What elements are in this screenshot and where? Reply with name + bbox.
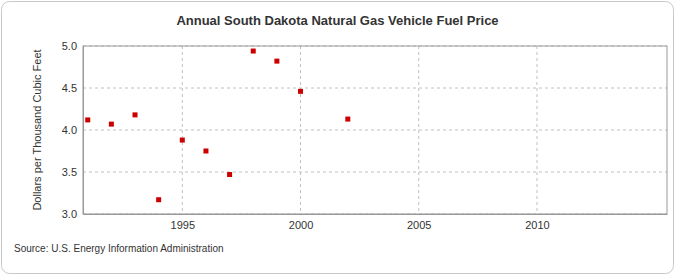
x-tick: 2010 <box>525 214 549 231</box>
point <box>274 59 279 64</box>
grid-line-x <box>300 46 301 214</box>
y-axis: 3.0 3.5 4.0 4.5 5.0 <box>62 40 84 220</box>
point <box>227 172 232 177</box>
source: Source: U.S. Energy Information Administ… <box>14 243 224 254</box>
y-tick: 4.0 <box>62 124 83 136</box>
y-tick: 4.5 <box>62 82 83 94</box>
y-tick-label: 4.5 <box>62 82 77 94</box>
x-tick-label: 2005 <box>407 219 431 231</box>
point <box>298 89 303 94</box>
point <box>156 197 161 202</box>
y-axis-title: Dollars per Thousand Cubic Feet <box>31 49 43 210</box>
y-tick: 3.5 <box>62 166 83 178</box>
x-axis: 1995 2000 2005 2010 <box>84 214 668 231</box>
point <box>251 49 256 54</box>
y-tick-label: 4.0 <box>62 124 77 136</box>
grid-line-x <box>536 46 537 214</box>
plot-area <box>83 46 667 214</box>
point <box>203 149 208 154</box>
x-tick-label: 1995 <box>171 219 195 231</box>
plot: 3.0 3.5 4.0 4.5 5.0 1995 2000 2005 2010 <box>62 40 668 231</box>
point <box>109 122 114 127</box>
x-tick: 1995 <box>171 214 195 231</box>
x-tick: 2005 <box>407 214 431 231</box>
y-tick-label: 3.5 <box>62 166 77 178</box>
grid-line-x <box>418 46 419 214</box>
title: Annual South Dakota Natural Gas Vehicle … <box>176 13 498 28</box>
grid-line-y <box>83 88 667 89</box>
background <box>2 2 674 274</box>
y-tick-label: 3.0 <box>62 208 77 220</box>
points <box>85 49 350 203</box>
point <box>180 138 185 143</box>
point <box>133 112 138 117</box>
y-tick: 3.0 <box>62 208 83 220</box>
plot-frame <box>83 46 667 214</box>
point <box>85 117 90 122</box>
grid-line-x <box>182 46 183 214</box>
grid-line-y <box>83 130 667 131</box>
x-tick-label: 2010 <box>525 219 549 231</box>
x-tick-label: 2000 <box>289 219 313 231</box>
point <box>345 117 350 122</box>
grid-line-y <box>83 172 667 173</box>
x-tick: 2000 <box>289 214 313 231</box>
grid <box>83 46 667 214</box>
y-tick-label: 5.0 <box>62 40 77 52</box>
y-tick: 5.0 <box>62 40 83 52</box>
